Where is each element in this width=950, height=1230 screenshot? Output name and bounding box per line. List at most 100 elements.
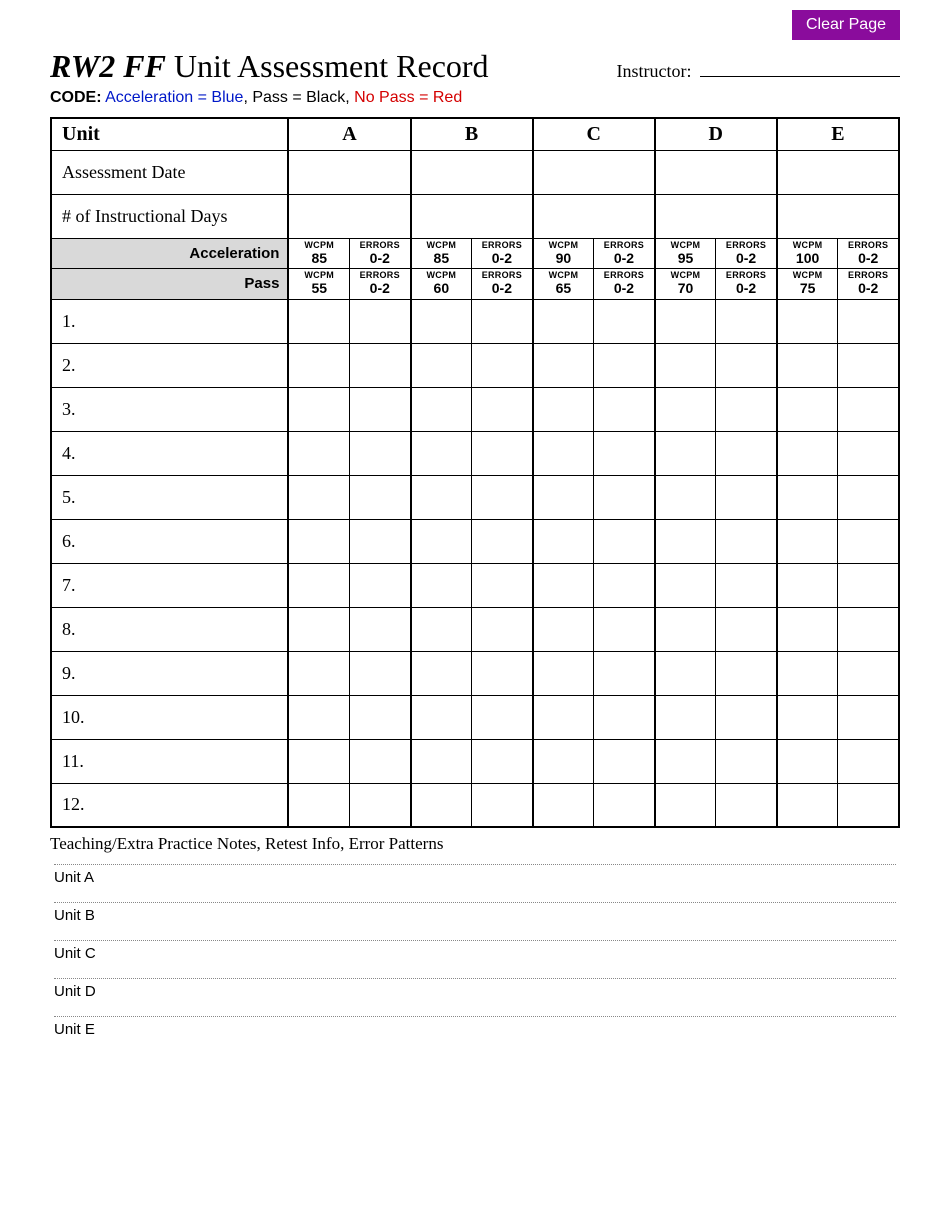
cell-6-C-wcpm[interactable] (533, 519, 594, 563)
cell-3-C-err[interactable] (594, 387, 655, 431)
cell-3-C-wcpm[interactable] (533, 387, 594, 431)
cell-12-D-err[interactable] (716, 783, 777, 827)
cell-4-E-err[interactable] (838, 431, 899, 475)
instructor-input-line[interactable] (700, 76, 900, 77)
cell-6-E-err[interactable] (838, 519, 899, 563)
cell-12-B-err[interactable] (472, 783, 533, 827)
cell-7-E-wcpm[interactable] (777, 563, 838, 607)
cell-2-D-wcpm[interactable] (655, 343, 716, 387)
cell-10-E-err[interactable] (838, 695, 899, 739)
cell-4-D-wcpm[interactable] (655, 431, 716, 475)
cell-7-D-err[interactable] (716, 563, 777, 607)
cell-3-E-err[interactable] (838, 387, 899, 431)
cell-8-E-wcpm[interactable] (777, 607, 838, 651)
cell-7-A-err[interactable] (350, 563, 411, 607)
cell-5-E-err[interactable] (838, 475, 899, 519)
cell-5-B-wcpm[interactable] (411, 475, 472, 519)
cell-6-A-err[interactable] (350, 519, 411, 563)
cell-8-E-err[interactable] (838, 607, 899, 651)
cell-11-D-wcpm[interactable] (655, 739, 716, 783)
cell-date-D[interactable] (655, 151, 777, 195)
cell-6-B-wcpm[interactable] (411, 519, 472, 563)
cell-3-D-err[interactable] (716, 387, 777, 431)
cell-date-E[interactable] (777, 151, 899, 195)
cell-9-D-wcpm[interactable] (655, 651, 716, 695)
cell-11-B-err[interactable] (472, 739, 533, 783)
cell-2-B-err[interactable] (472, 343, 533, 387)
cell-10-B-err[interactable] (472, 695, 533, 739)
cell-3-B-wcpm[interactable] (411, 387, 472, 431)
cell-7-C-err[interactable] (594, 563, 655, 607)
cell-3-E-wcpm[interactable] (777, 387, 838, 431)
cell-8-A-err[interactable] (350, 607, 411, 651)
unit-note-unit-d[interactable]: Unit D (54, 978, 896, 1000)
unit-note-unit-e[interactable]: Unit E (54, 1016, 896, 1038)
cell-12-B-wcpm[interactable] (411, 783, 472, 827)
cell-4-C-wcpm[interactable] (533, 431, 594, 475)
cell-1-E-err[interactable] (838, 299, 899, 343)
cell-5-A-wcpm[interactable] (288, 475, 349, 519)
cell-1-C-wcpm[interactable] (533, 299, 594, 343)
cell-7-C-wcpm[interactable] (533, 563, 594, 607)
cell-1-D-err[interactable] (716, 299, 777, 343)
cell-days-D[interactable] (655, 195, 777, 239)
cell-8-C-wcpm[interactable] (533, 607, 594, 651)
cell-6-D-wcpm[interactable] (655, 519, 716, 563)
clear-page-button[interactable]: Clear Page (792, 10, 900, 40)
cell-12-A-err[interactable] (350, 783, 411, 827)
cell-1-B-wcpm[interactable] (411, 299, 472, 343)
cell-11-C-wcpm[interactable] (533, 739, 594, 783)
cell-8-B-err[interactable] (472, 607, 533, 651)
cell-3-D-wcpm[interactable] (655, 387, 716, 431)
cell-1-C-err[interactable] (594, 299, 655, 343)
cell-11-D-err[interactable] (716, 739, 777, 783)
cell-2-D-err[interactable] (716, 343, 777, 387)
unit-note-unit-b[interactable]: Unit B (54, 902, 896, 924)
cell-days-A[interactable] (288, 195, 410, 239)
cell-6-B-err[interactable] (472, 519, 533, 563)
cell-5-D-wcpm[interactable] (655, 475, 716, 519)
cell-12-C-wcpm[interactable] (533, 783, 594, 827)
cell-11-E-wcpm[interactable] (777, 739, 838, 783)
cell-7-E-err[interactable] (838, 563, 899, 607)
cell-11-A-wcpm[interactable] (288, 739, 349, 783)
cell-8-D-err[interactable] (716, 607, 777, 651)
cell-2-C-err[interactable] (594, 343, 655, 387)
cell-6-E-wcpm[interactable] (777, 519, 838, 563)
unit-note-unit-c[interactable]: Unit C (54, 940, 896, 962)
cell-10-D-err[interactable] (716, 695, 777, 739)
cell-2-A-wcpm[interactable] (288, 343, 349, 387)
cell-9-B-err[interactable] (472, 651, 533, 695)
cell-9-C-wcpm[interactable] (533, 651, 594, 695)
cell-6-C-err[interactable] (594, 519, 655, 563)
cell-7-B-err[interactable] (472, 563, 533, 607)
cell-5-C-err[interactable] (594, 475, 655, 519)
cell-days-E[interactable] (777, 195, 899, 239)
cell-date-A[interactable] (288, 151, 410, 195)
cell-4-D-err[interactable] (716, 431, 777, 475)
cell-4-A-wcpm[interactable] (288, 431, 349, 475)
cell-11-C-err[interactable] (594, 739, 655, 783)
cell-8-D-wcpm[interactable] (655, 607, 716, 651)
cell-2-A-err[interactable] (350, 343, 411, 387)
cell-10-B-wcpm[interactable] (411, 695, 472, 739)
cell-date-B[interactable] (411, 151, 533, 195)
cell-6-D-err[interactable] (716, 519, 777, 563)
cell-7-D-wcpm[interactable] (655, 563, 716, 607)
cell-2-E-wcpm[interactable] (777, 343, 838, 387)
cell-1-E-wcpm[interactable] (777, 299, 838, 343)
cell-8-C-err[interactable] (594, 607, 655, 651)
cell-8-B-wcpm[interactable] (411, 607, 472, 651)
cell-days-C[interactable] (533, 195, 655, 239)
cell-12-C-err[interactable] (594, 783, 655, 827)
cell-5-B-err[interactable] (472, 475, 533, 519)
cell-7-B-wcpm[interactable] (411, 563, 472, 607)
cell-5-A-err[interactable] (350, 475, 411, 519)
cell-11-A-err[interactable] (350, 739, 411, 783)
cell-3-A-wcpm[interactable] (288, 387, 349, 431)
cell-4-E-wcpm[interactable] (777, 431, 838, 475)
cell-11-B-wcpm[interactable] (411, 739, 472, 783)
cell-1-A-err[interactable] (350, 299, 411, 343)
cell-11-E-err[interactable] (838, 739, 899, 783)
cell-4-C-err[interactable] (594, 431, 655, 475)
